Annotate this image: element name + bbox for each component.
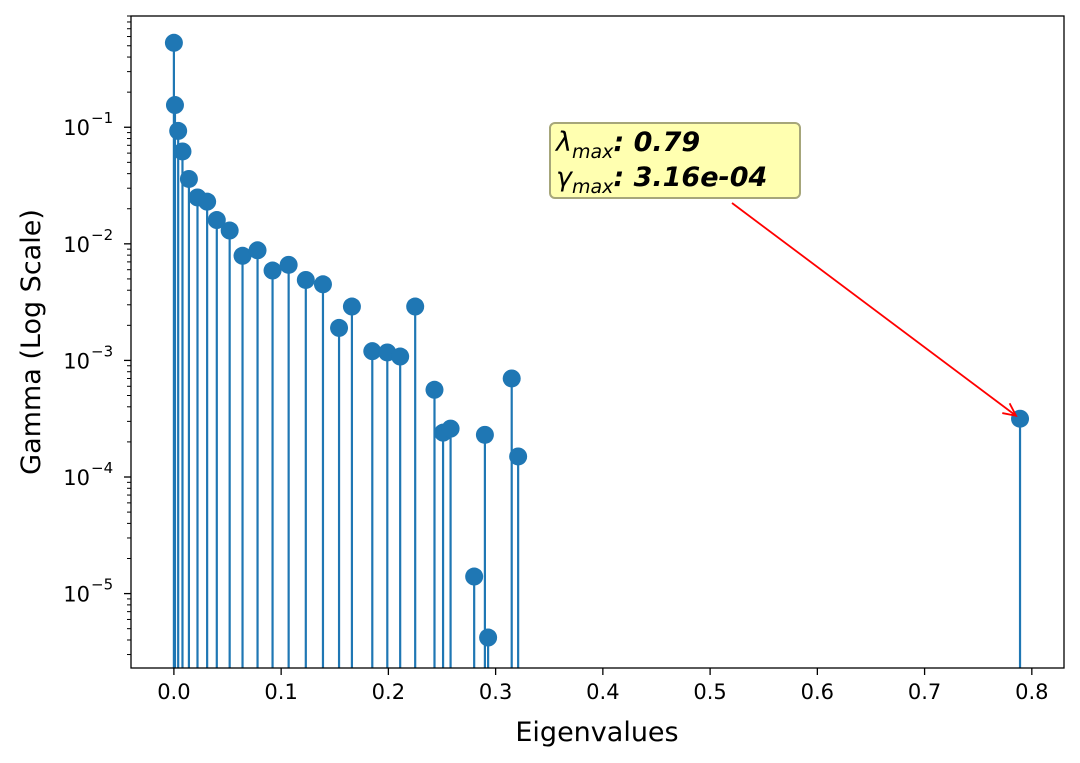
data-point-marker: [165, 96, 184, 115]
data-point-marker: [391, 347, 410, 366]
x-tick-label: 0.1: [264, 680, 297, 704]
data-point-marker: [509, 447, 528, 466]
data-point-marker: [330, 318, 349, 337]
data-point-marker: [179, 169, 198, 188]
data-point-marker: [406, 297, 425, 316]
data-point-marker: [173, 142, 192, 161]
x-tick-label: 0.0: [157, 680, 190, 704]
annotation-line-gamma: γmax: 3.16e-04: [556, 162, 767, 198]
annotation-box: [549, 122, 801, 199]
x-tick-label: 0.4: [586, 680, 619, 704]
data-point-marker: [248, 241, 267, 260]
data-point-marker: [233, 246, 252, 265]
y-tick-exponent: −1: [91, 109, 113, 127]
y-tick-exponent: −2: [91, 226, 113, 244]
data-point-marker: [363, 342, 382, 361]
x-tick-label: 0.8: [1015, 680, 1048, 704]
gamma-symbol: γ: [556, 162, 574, 193]
data-point-marker: [279, 255, 298, 274]
y-axis-label: Gamma (Log Scale): [16, 209, 47, 475]
y-tick-label: 10: [63, 466, 90, 490]
data-point-marker: [465, 567, 484, 586]
data-point-marker: [207, 211, 226, 230]
y-tick-label: 10: [63, 349, 90, 373]
plot-area: [131, 16, 1064, 668]
y-axis-minor-ticks: [127, 15, 131, 656]
stem-lines: [172, 42, 1022, 668]
x-tick-label: 0.5: [693, 680, 726, 704]
annotation-arrow: [731, 202, 1017, 417]
data-point-marker: [220, 221, 239, 240]
data-point-marker: [475, 425, 494, 444]
x-tick-label: 0.6: [801, 680, 834, 704]
x-tick-label: 0.3: [479, 680, 512, 704]
annotation-line-lambda: λmax: 0.79: [554, 127, 700, 163]
data-point-marker: [296, 270, 315, 289]
y-tick-exponent: −4: [91, 459, 113, 477]
data-point-marker: [502, 369, 521, 388]
max-annotation: λmax: 0.79 γmax: 3.16e-04: [549, 122, 1018, 417]
data-point-marker: [441, 419, 460, 438]
data-point-marker: [479, 628, 498, 647]
y-tick-label: 10: [63, 116, 90, 140]
x-axis-ticks: 0.0 0.1 0.2 0.3 0.4 0.5 0.6 0.7 0.8: [157, 668, 1049, 704]
annotation-arrowhead: [1002, 402, 1018, 417]
gamma-subscript: max: [572, 176, 614, 198]
data-point-marker: [263, 261, 282, 280]
y-tick-exponent: −3: [91, 342, 113, 360]
y-tick-label: 10: [63, 583, 90, 607]
lambda-subscript: max: [572, 141, 614, 163]
data-point-marker: [198, 192, 217, 211]
data-markers: [164, 33, 1030, 647]
data-point-marker: [164, 33, 183, 52]
data-point-marker: [313, 275, 332, 294]
x-tick-label: 0.7: [908, 680, 941, 704]
data-point-marker: [425, 380, 444, 399]
y-tick-label: 10: [63, 233, 90, 257]
lambda-symbol: λ: [554, 127, 572, 158]
axes-frame: [130, 15, 1065, 669]
x-axis-label: Eigenvalues: [515, 717, 678, 748]
data-point-marker: [342, 297, 361, 316]
data-point-marker: [169, 121, 188, 140]
lambda-max-value: : 0.79: [613, 127, 700, 158]
y-tick-exponent: −5: [91, 576, 113, 594]
gamma-max-value: : 3.16e-04: [613, 162, 767, 193]
y-axis-ticks: 10−510−410−310−210−1: [63, 109, 131, 607]
x-tick-label: 0.2: [372, 680, 405, 704]
